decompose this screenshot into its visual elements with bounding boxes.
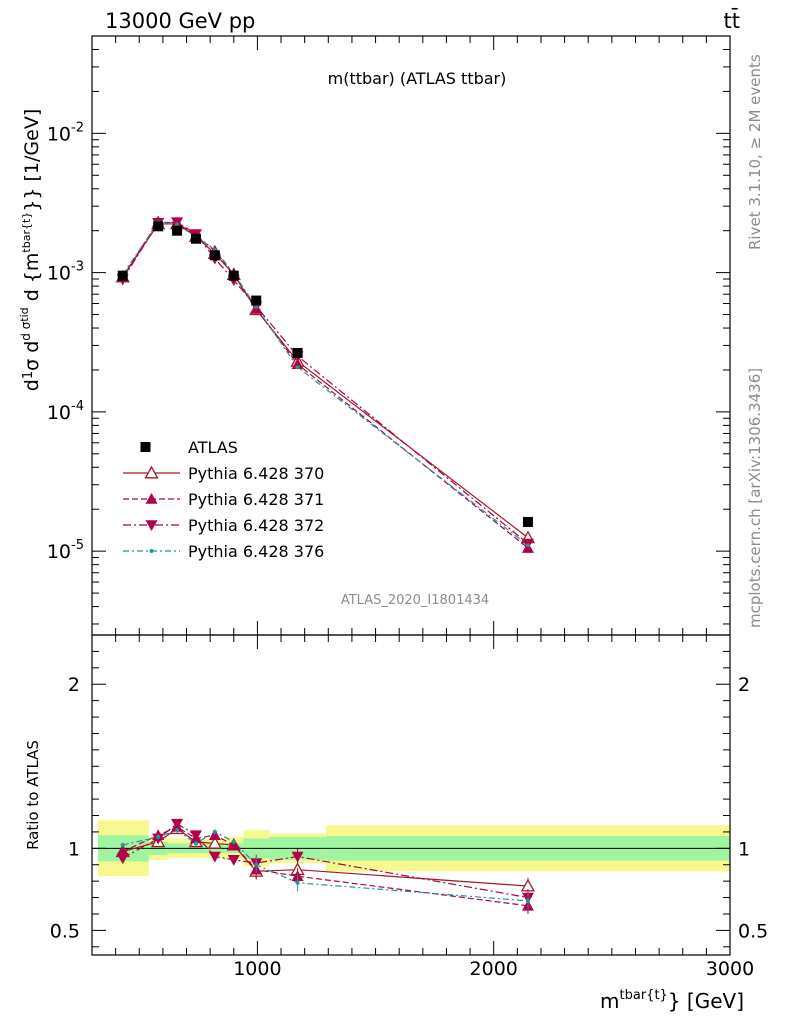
analysis-watermark: ATLAS_2020_I1801434 xyxy=(341,593,489,608)
ratio-y-tick-label-right: 2 xyxy=(738,674,750,696)
ratio-y-tick-label-left: 1 xyxy=(68,838,80,860)
data-point xyxy=(153,221,164,232)
main-series-lines xyxy=(122,221,529,549)
ratio-series-point xyxy=(291,851,304,863)
ratio-series-point xyxy=(295,880,300,885)
legend: ATLAS Pythia 6.428 370 Pythia 6.428 371 Pyt… xyxy=(123,438,324,561)
main-series-point xyxy=(525,543,530,548)
ratio-series-point xyxy=(525,898,530,903)
data-point xyxy=(172,225,183,236)
rivet-version-label: Rivet 3.1.10, ≥ 2M events xyxy=(746,54,764,250)
ratio-series-point xyxy=(208,851,221,863)
ratio-series-point xyxy=(227,855,240,866)
main-series-point xyxy=(291,358,304,370)
main-series-point xyxy=(254,304,259,309)
ratio-panel-frame: 1000 2000 3000 0.5 0.5 1 1 2 2 xyxy=(50,36,768,980)
ratio-y-tick-label-right: 0.5 xyxy=(738,920,768,942)
svg-text:d1σ dd σtid d {mtbar{t}}} [1/G: d1σ dd σtid d {mtbar{t}}} [1/GeV] xyxy=(18,109,43,391)
mcplots-reference-label: mcplots.cern.ch [arXiv:1306.3436] xyxy=(746,368,764,628)
ratio-series-point xyxy=(208,829,221,841)
ratio-series-point xyxy=(189,830,202,842)
ratio-series-point xyxy=(156,834,161,839)
data-point xyxy=(117,270,128,281)
main-panel-frame: 10-5 10-4 10-3 10-2 xyxy=(47,35,731,636)
ratio-y-axis-label: Ratio to ATLAS xyxy=(24,740,42,850)
ratio-series-point xyxy=(227,839,240,850)
ratio-series-point xyxy=(212,829,217,834)
x-axis-label: mtbar{t}} [GeV] xyxy=(600,988,744,1013)
main-series-line xyxy=(122,221,529,549)
y-tick-label: 10-4 xyxy=(47,399,84,424)
x-tick-label: 1000 xyxy=(233,958,281,980)
legend-label: Pythia 6.428 371 xyxy=(188,490,324,509)
main-series-point xyxy=(295,365,300,370)
ratio-y-tick-label-left: 2 xyxy=(68,674,80,696)
ratio-uncertainty-bands xyxy=(92,820,730,877)
data-point xyxy=(190,233,201,244)
x-tick-label: 2000 xyxy=(470,958,518,980)
ratio-series-point xyxy=(171,818,184,830)
main-series-points xyxy=(115,215,536,553)
legend-marker-atlas xyxy=(140,442,151,452)
y-tick-label: 10-2 xyxy=(47,120,84,145)
legend-label-atlas: ATLAS xyxy=(188,438,238,457)
main-series-line xyxy=(122,221,529,545)
main-series-line xyxy=(122,223,529,539)
y-tick-label: 10-5 xyxy=(47,538,84,563)
data-point xyxy=(292,347,303,358)
ratio-series-point xyxy=(207,836,222,849)
ratio-y-tick-label-right: 1 xyxy=(738,838,750,860)
ratio-series-point xyxy=(120,843,125,848)
data-point xyxy=(228,270,239,281)
ratio-series-point xyxy=(254,862,259,867)
legend-label: Pythia 6.428 370 xyxy=(188,464,324,483)
legend-marker xyxy=(144,465,159,479)
main-y-axis-label: d1σ dd σtid d {mtbar{t}}} [1/GeV] xyxy=(18,109,43,391)
legend-label: Pythia 6.428 376 xyxy=(188,542,324,561)
header-energy-label: 13000 GeV pp xyxy=(105,9,255,33)
ratio-series-point xyxy=(193,841,198,846)
main-series-line xyxy=(122,221,529,546)
data-point xyxy=(251,295,262,306)
header-process-label: tt̄ xyxy=(724,8,740,33)
legend-marker xyxy=(145,493,158,504)
x-tick-label: 3000 xyxy=(706,958,754,980)
ratio-series-point xyxy=(175,828,180,833)
data-point xyxy=(209,250,220,261)
svg-text:mtbar{t}} [GeV]: mtbar{t}} [GeV] xyxy=(600,988,744,1013)
legend-label: Pythia 6.428 372 xyxy=(188,516,324,535)
legend-marker xyxy=(145,520,158,531)
ratio-series-point xyxy=(116,853,129,865)
data-point xyxy=(522,516,533,527)
ratio-series-points xyxy=(115,818,536,915)
y-tick-label: 10-3 xyxy=(47,260,84,285)
main-series-point xyxy=(175,222,180,227)
ratio-series-point xyxy=(231,839,236,844)
ratio-y-tick-label-left: 0.5 xyxy=(50,920,80,942)
chart-title: m(ttbar) (ATLAS ttbar) xyxy=(328,69,507,88)
ratio-axes-frame xyxy=(91,634,731,956)
legend-marker xyxy=(149,549,154,553)
